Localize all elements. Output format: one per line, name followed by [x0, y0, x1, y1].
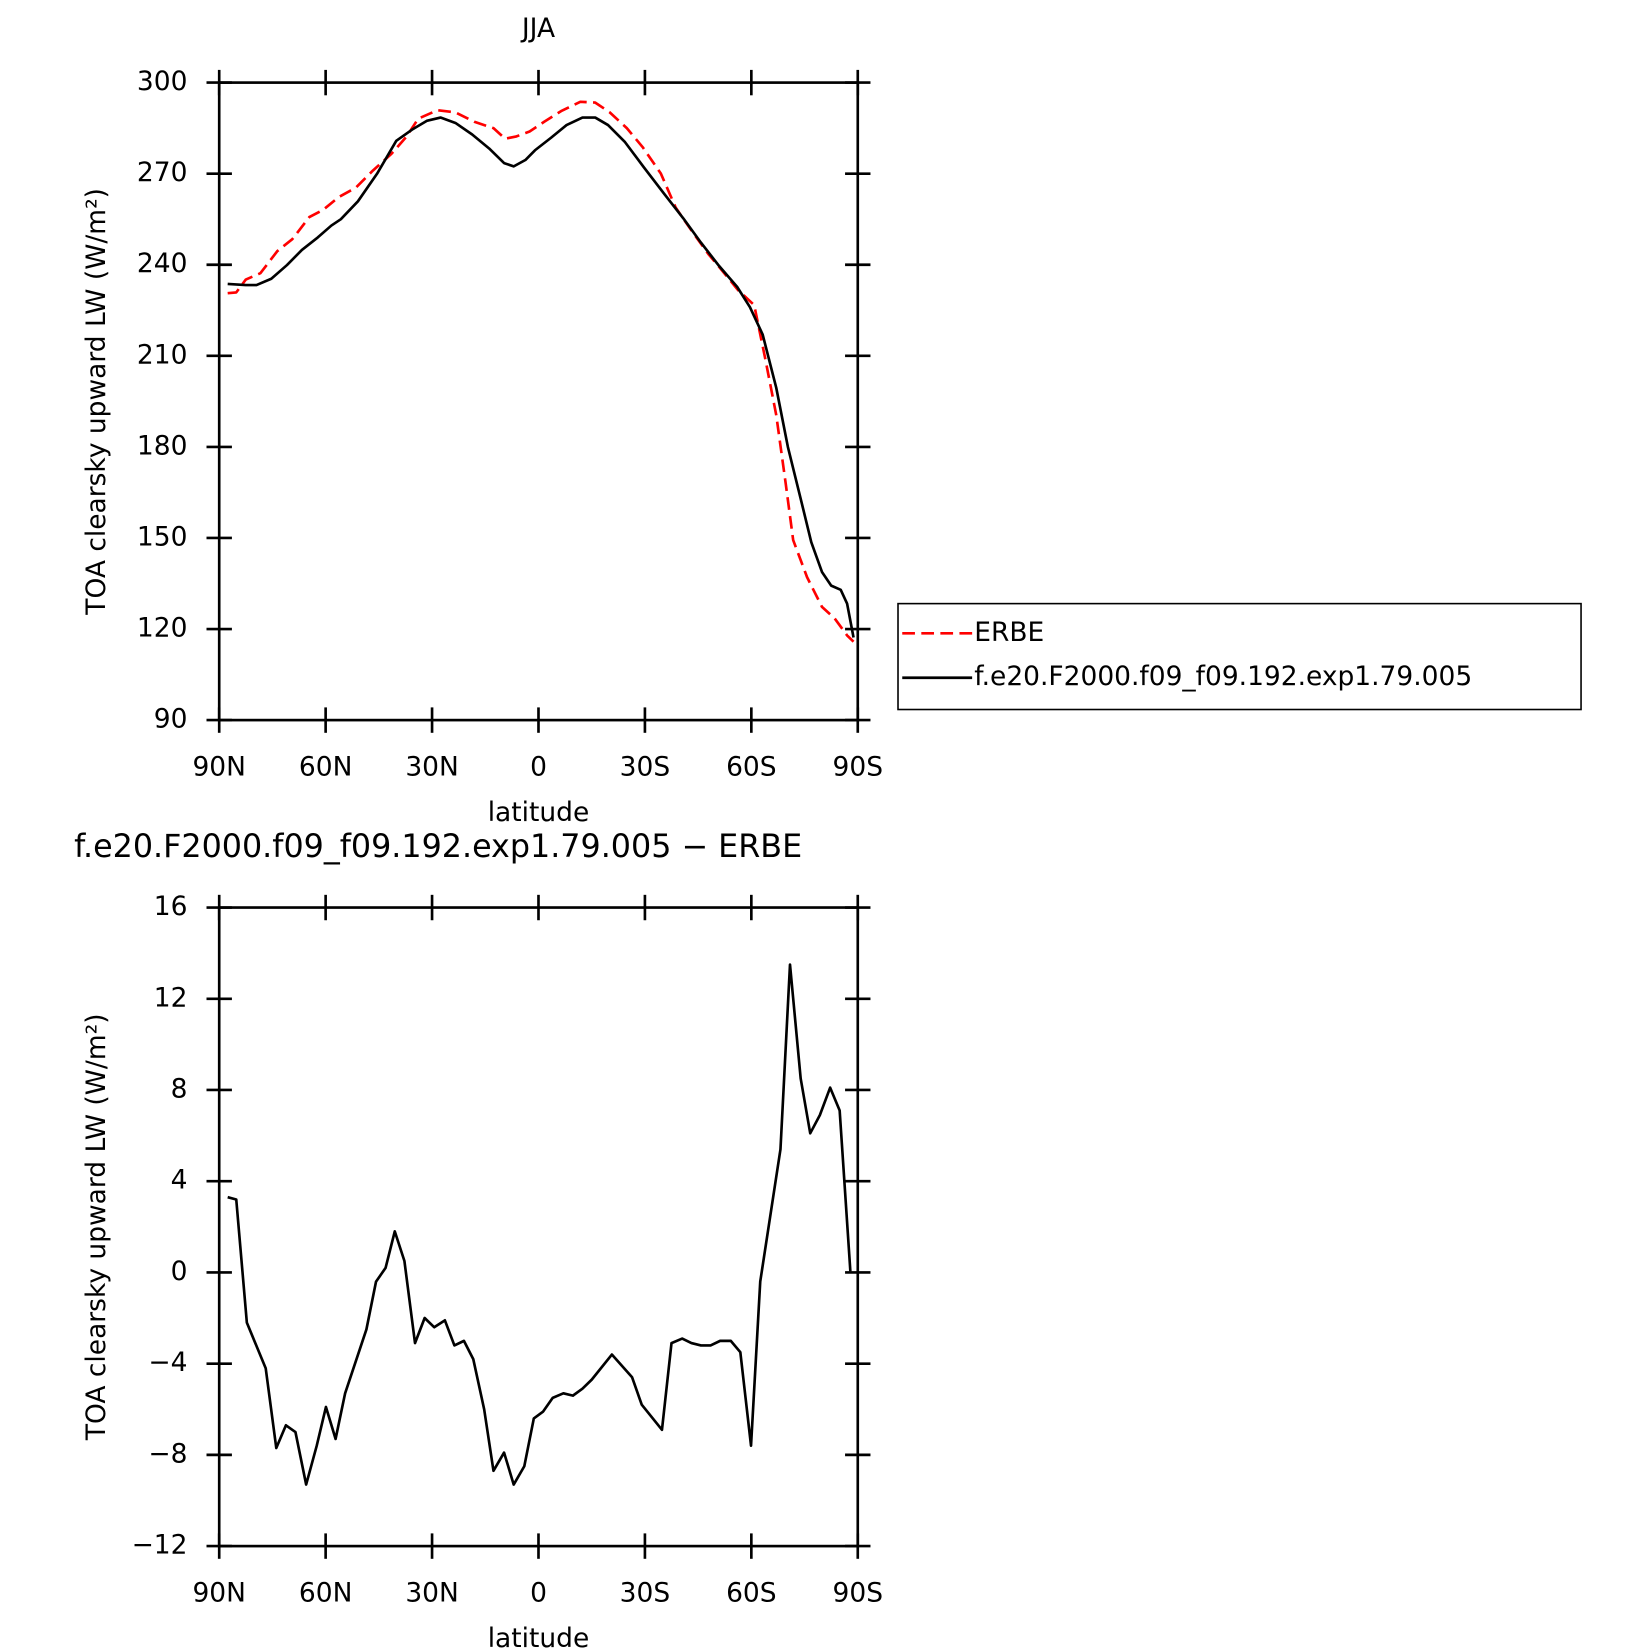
legend-label: ERBE — [974, 617, 1044, 648]
legend-label: f.e20.F2000.f09_f09.192.exp1.79.005 — [974, 661, 1472, 692]
data-line — [227, 963, 852, 1486]
plot-frame — [217, 81, 860, 722]
x-tick-label: 0 — [530, 751, 547, 782]
x-tick-label: 60N — [299, 751, 352, 782]
x-tick-label: 90S — [833, 751, 883, 782]
y-tick-label: 0 — [171, 1256, 188, 1287]
x-tick-label: 90S — [833, 1577, 883, 1608]
y-tick-label: 210 — [137, 339, 188, 370]
y-tick-label: 16 — [154, 891, 188, 922]
y-tick-label: 270 — [137, 157, 188, 188]
x-axis-label: latitude — [488, 797, 590, 828]
x-tick-label: 60N — [299, 1577, 352, 1608]
y-tick-label: −8 — [148, 1438, 187, 1469]
x-axis-label: latitude — [488, 1623, 590, 1652]
y-tick-label: 240 — [137, 248, 188, 279]
x-tick-label: 30N — [405, 751, 458, 782]
x-tick-label: 90N — [192, 751, 245, 782]
y-axis-label: TOA clearsky upward LW (W/m²) — [81, 188, 112, 616]
y-tick-label: 90 — [154, 704, 188, 735]
y-tick-label: 300 — [137, 66, 188, 97]
x-tick-label: 90N — [192, 1577, 245, 1608]
x-tick-label: 30S — [620, 751, 670, 782]
chart-title: f.e20.F2000.f09_f09.192.exp1.79.005 − ER… — [74, 829, 802, 865]
x-tick-label: 0 — [530, 1577, 547, 1608]
y-tick-label: 180 — [137, 430, 188, 461]
y-tick-label: 120 — [137, 613, 188, 644]
x-tick-label: 30S — [620, 1577, 670, 1608]
x-tick-label: 30N — [405, 1577, 458, 1608]
y-tick-label: 150 — [137, 521, 188, 552]
chart-title: JJA — [520, 13, 555, 44]
y-tick-label: 12 — [154, 982, 188, 1013]
y-tick-label: −12 — [132, 1530, 188, 1561]
y-axis-label: TOA clearsky upward LW (W/m²) — [81, 1013, 112, 1441]
y-tick-label: 4 — [171, 1165, 188, 1196]
y-tick-label: 8 — [171, 1073, 188, 1104]
x-tick-label: 60S — [726, 1577, 776, 1608]
data-line — [227, 100, 855, 643]
y-tick-label: −4 — [148, 1347, 187, 1378]
data-line — [227, 116, 855, 638]
x-tick-label: 60S — [726, 751, 776, 782]
legend-box — [897, 602, 1582, 711]
